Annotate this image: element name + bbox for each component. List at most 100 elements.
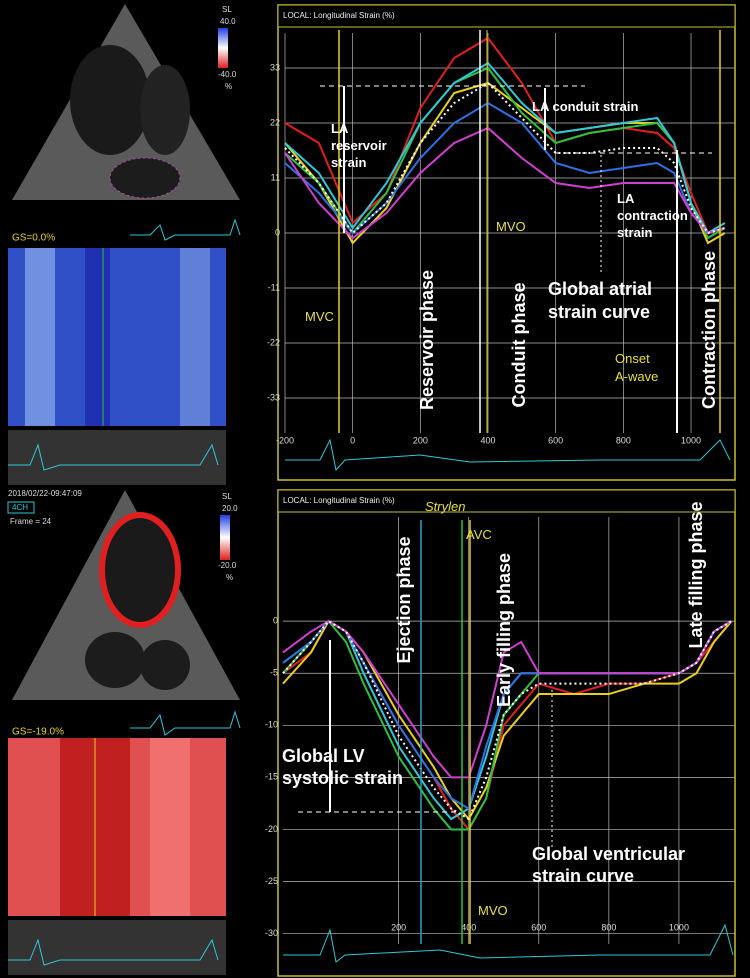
annotation-line: Reservoir phase — [417, 270, 437, 410]
ecg-bottom — [283, 923, 734, 963]
top-markers: LA reservoir strain LA conduit strain LA co… — [305, 30, 721, 433]
x-tick-label: 600 — [531, 922, 546, 932]
color-map-top — [8, 248, 226, 485]
series-line — [284, 61, 726, 235]
x-tick-label: 400 — [461, 922, 476, 932]
color-map-bottom — [8, 738, 226, 975]
y-tick-label: -20 — [265, 824, 278, 834]
ecg-top — [285, 438, 731, 472]
global-strain: GS=0.0% — [12, 233, 55, 244]
annotation: Reservoir phase — [417, 270, 437, 410]
bottom-markers: Ejection phase Early filling phase Late … — [282, 499, 706, 944]
annotation: Strylen — [425, 499, 465, 514]
scale-name: SL — [222, 5, 232, 14]
y-tick-label: -33 — [267, 392, 280, 402]
annotation-line: MVO — [496, 219, 526, 234]
series-line — [282, 619, 733, 821]
header-bar — [277, 4, 736, 28]
y-tick-label: 22 — [270, 117, 280, 127]
y-tick-label: -11 — [268, 282, 280, 292]
y-tick-label: -22 — [267, 337, 280, 347]
annotation-line: LA conduit strain — [532, 99, 638, 114]
panel — [277, 4, 736, 481]
y-tick-label: 33 — [270, 62, 280, 72]
annotation-line: Contraction phase — [699, 251, 719, 409]
echo-top: SL 40.0 -40.0 % GS=0.0% — [12, 4, 241, 244]
annotation-line: MVC — [305, 309, 334, 324]
scale-unit: % — [226, 573, 233, 582]
series-line — [282, 619, 733, 779]
x-tick-label: 0 — [350, 435, 355, 445]
x-tick-label: -200 — [276, 435, 294, 445]
annotation-line: Global atrial — [548, 279, 652, 299]
annotation-line: Early filling phase — [494, 553, 514, 707]
x-tick-label: 1000 — [669, 922, 689, 932]
annotation-line: strain curve — [532, 866, 634, 886]
annotation: Contraction phase — [699, 251, 719, 409]
annotation: Onset A-wave — [615, 351, 658, 384]
view: 4CH — [12, 503, 28, 512]
annotation: MVC — [305, 309, 334, 324]
annotation-line: strain curve — [548, 302, 650, 322]
annotation: MVO — [496, 219, 526, 234]
annotation-line: Global LV — [282, 746, 365, 766]
x-tick-label: 200 — [413, 435, 428, 445]
annotation-line: Conduit phase — [509, 283, 529, 408]
chart: LOCAL: Longitudinal Strain (%) 0 -5 -10 -15 -… — [265, 489, 736, 977]
x-tick-label: 1000 — [681, 435, 701, 445]
annotation-line: strain — [331, 155, 366, 170]
annotation-line: strain — [617, 225, 652, 240]
annotation-line: Onset — [615, 351, 650, 366]
x-tick-label: 800 — [616, 435, 631, 445]
annotation-line: Ejection phase — [394, 536, 414, 663]
x-tick-label: 400 — [480, 435, 495, 445]
annotation-line: MVO — [478, 903, 508, 918]
scale-max: 20.0 — [222, 504, 238, 513]
annotation-line: systolic strain — [282, 768, 403, 788]
y-tick-label: 11 — [271, 172, 280, 182]
scale-min: -40.0 — [218, 70, 237, 79]
scale-max: 40.0 — [220, 17, 236, 26]
annotation: LA reservoir strain — [331, 121, 387, 170]
header-bar — [277, 489, 736, 513]
annotation: AVC — [466, 527, 492, 542]
annotation-line: Strylen — [425, 499, 465, 514]
x-tick-label: 200 — [391, 922, 406, 932]
echo-bottom: 2018/02/22-09:47:09 4CH Frame = 24 SL 20… — [7, 489, 241, 738]
x-tick-label: 800 — [601, 922, 616, 932]
y-tick-label: -30 — [265, 928, 278, 938]
annotation-line: reservoir — [331, 138, 387, 153]
y-tick-label: 0 — [275, 227, 280, 237]
annotation: Conduit phase — [509, 283, 529, 408]
y-tick-label: -10 — [265, 720, 278, 730]
charts: LOCAL: Longitudinal Strain (%) 33 22 11 0 -11… — [265, 4, 736, 977]
annotation-line: A-wave — [615, 369, 658, 384]
header: LOCAL: Longitudinal Strain (%) — [283, 496, 395, 505]
annotation: LA conduit strain — [532, 99, 638, 114]
chart: LOCAL: Longitudinal Strain (%) 33 22 11 0 -11… — [267, 4, 736, 481]
annotation-line: LA — [617, 191, 635, 206]
header: LOCAL: Longitudinal Strain (%) — [283, 11, 395, 20]
annotation: Ejection phase — [394, 536, 414, 663]
scale-unit: % — [225, 82, 232, 91]
annotation-line: contraction — [617, 208, 688, 223]
annotation-line: Late filling phase — [686, 501, 706, 648]
annotation: Global atrial strain curve — [548, 279, 652, 322]
annotation: Global ventricular strain curve — [532, 844, 685, 886]
annotation-line: LA — [331, 121, 349, 136]
y-tick-label: 0 — [273, 616, 278, 626]
series-line — [284, 81, 726, 235]
annotation-line: AVC — [466, 527, 492, 542]
y-tick-label: -15 — [265, 772, 278, 782]
scale-name: SL — [222, 492, 232, 501]
frame: Frame = 24 — [10, 517, 52, 526]
global-strain: GS=-19.0% — [12, 727, 64, 738]
annotation: Early filling phase — [494, 553, 514, 707]
annotation: LA contraction strain — [617, 191, 688, 240]
y-tick-label: -25 — [265, 876, 278, 886]
annotation-line: Global ventricular — [532, 844, 685, 864]
timestamp: 2018/02/22-09:47:09 — [8, 489, 82, 498]
y-tick-label: -5 — [270, 668, 278, 678]
x-tick-label: 600 — [548, 435, 563, 445]
